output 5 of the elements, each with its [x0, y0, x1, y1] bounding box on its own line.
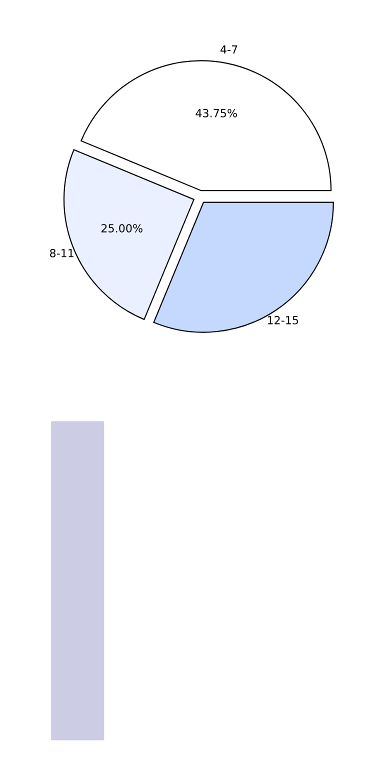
- slice-label: 12-15: [268, 316, 298, 324]
- data-label: 43.75%: [196, 108, 237, 118]
- slice-label: 4-7: [220, 45, 238, 54]
- data-label: 25.00%: [102, 224, 142, 232]
- slice-label: 8-11: [50, 248, 74, 258]
